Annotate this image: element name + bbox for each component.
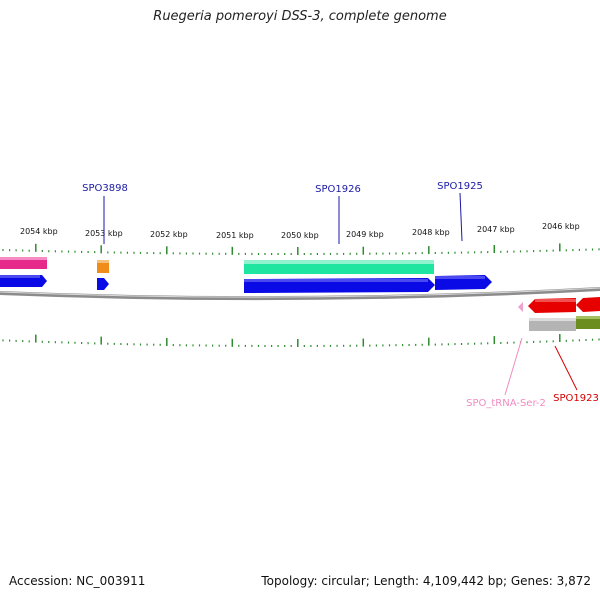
feature-orange[interactable]	[97, 260, 109, 273]
map-title: Ruegeria pomeroyi DSS-3, complete genome	[153, 9, 447, 24]
bottom-tick-row	[2, 334, 600, 347]
genome-backbone	[0, 287, 600, 301]
gene-label-spo1926[interactable]: SPO1926	[315, 184, 361, 195]
kbp-label-2054: 2054 kbp	[20, 227, 58, 236]
kbp-label-2050: 2050 kbp	[281, 231, 319, 240]
feature-gray[interactable]	[529, 318, 576, 331]
kbp-label-2048: 2048 kbp	[412, 228, 450, 237]
kbp-label-2049: 2049 kbp	[346, 230, 384, 239]
cds-reverse-spo1923-arrow[interactable]	[528, 298, 576, 313]
feature-olive[interactable]	[576, 316, 600, 329]
callout-line-spo1923	[554, 345, 578, 391]
trna-feature-spo-trna-ser-2[interactable]	[518, 302, 523, 312]
kbp-label-2051: 2051 kbp	[216, 231, 254, 240]
accession-label: Accession: NC_003911	[9, 574, 146, 588]
gene-label-spo1923[interactable]: SPO1923	[553, 393, 599, 404]
kbp-label-2047: 2047 kbp	[477, 225, 515, 234]
gene-label-spo1925[interactable]: SPO1925	[437, 181, 483, 192]
cds-forward-spo1925-arrow[interactable]	[435, 275, 492, 290]
feature-spo1926-teal[interactable]	[244, 260, 434, 274]
gene-label-spo3898[interactable]: SPO3898	[82, 183, 128, 194]
genome-backbone-highlight	[0, 287, 600, 298]
cds-forward-spo1926-arrow[interactable]	[244, 278, 435, 293]
cds-reverse-2-arrow[interactable]	[576, 297, 600, 312]
top-tick-row	[2, 243, 600, 255]
cds-forward-1-arrow[interactable]	[0, 275, 47, 287]
cds-forward-spo3898-arrow[interactable]	[97, 278, 109, 290]
kbp-label-2046: 2046 kbp	[542, 222, 580, 231]
genome-summary: Topology: circular; Length: 4,109,442 bp…	[261, 574, 591, 588]
callout-line-spo-trna-ser-2	[504, 337, 523, 396]
feature-pink[interactable]	[0, 257, 47, 269]
kbp-label-2052: 2052 kbp	[150, 230, 188, 239]
gene-label-spo-trna-ser-2[interactable]: SPO_tRNA-Ser-2	[466, 398, 546, 409]
callout-line-spo1925	[459, 192, 463, 242]
